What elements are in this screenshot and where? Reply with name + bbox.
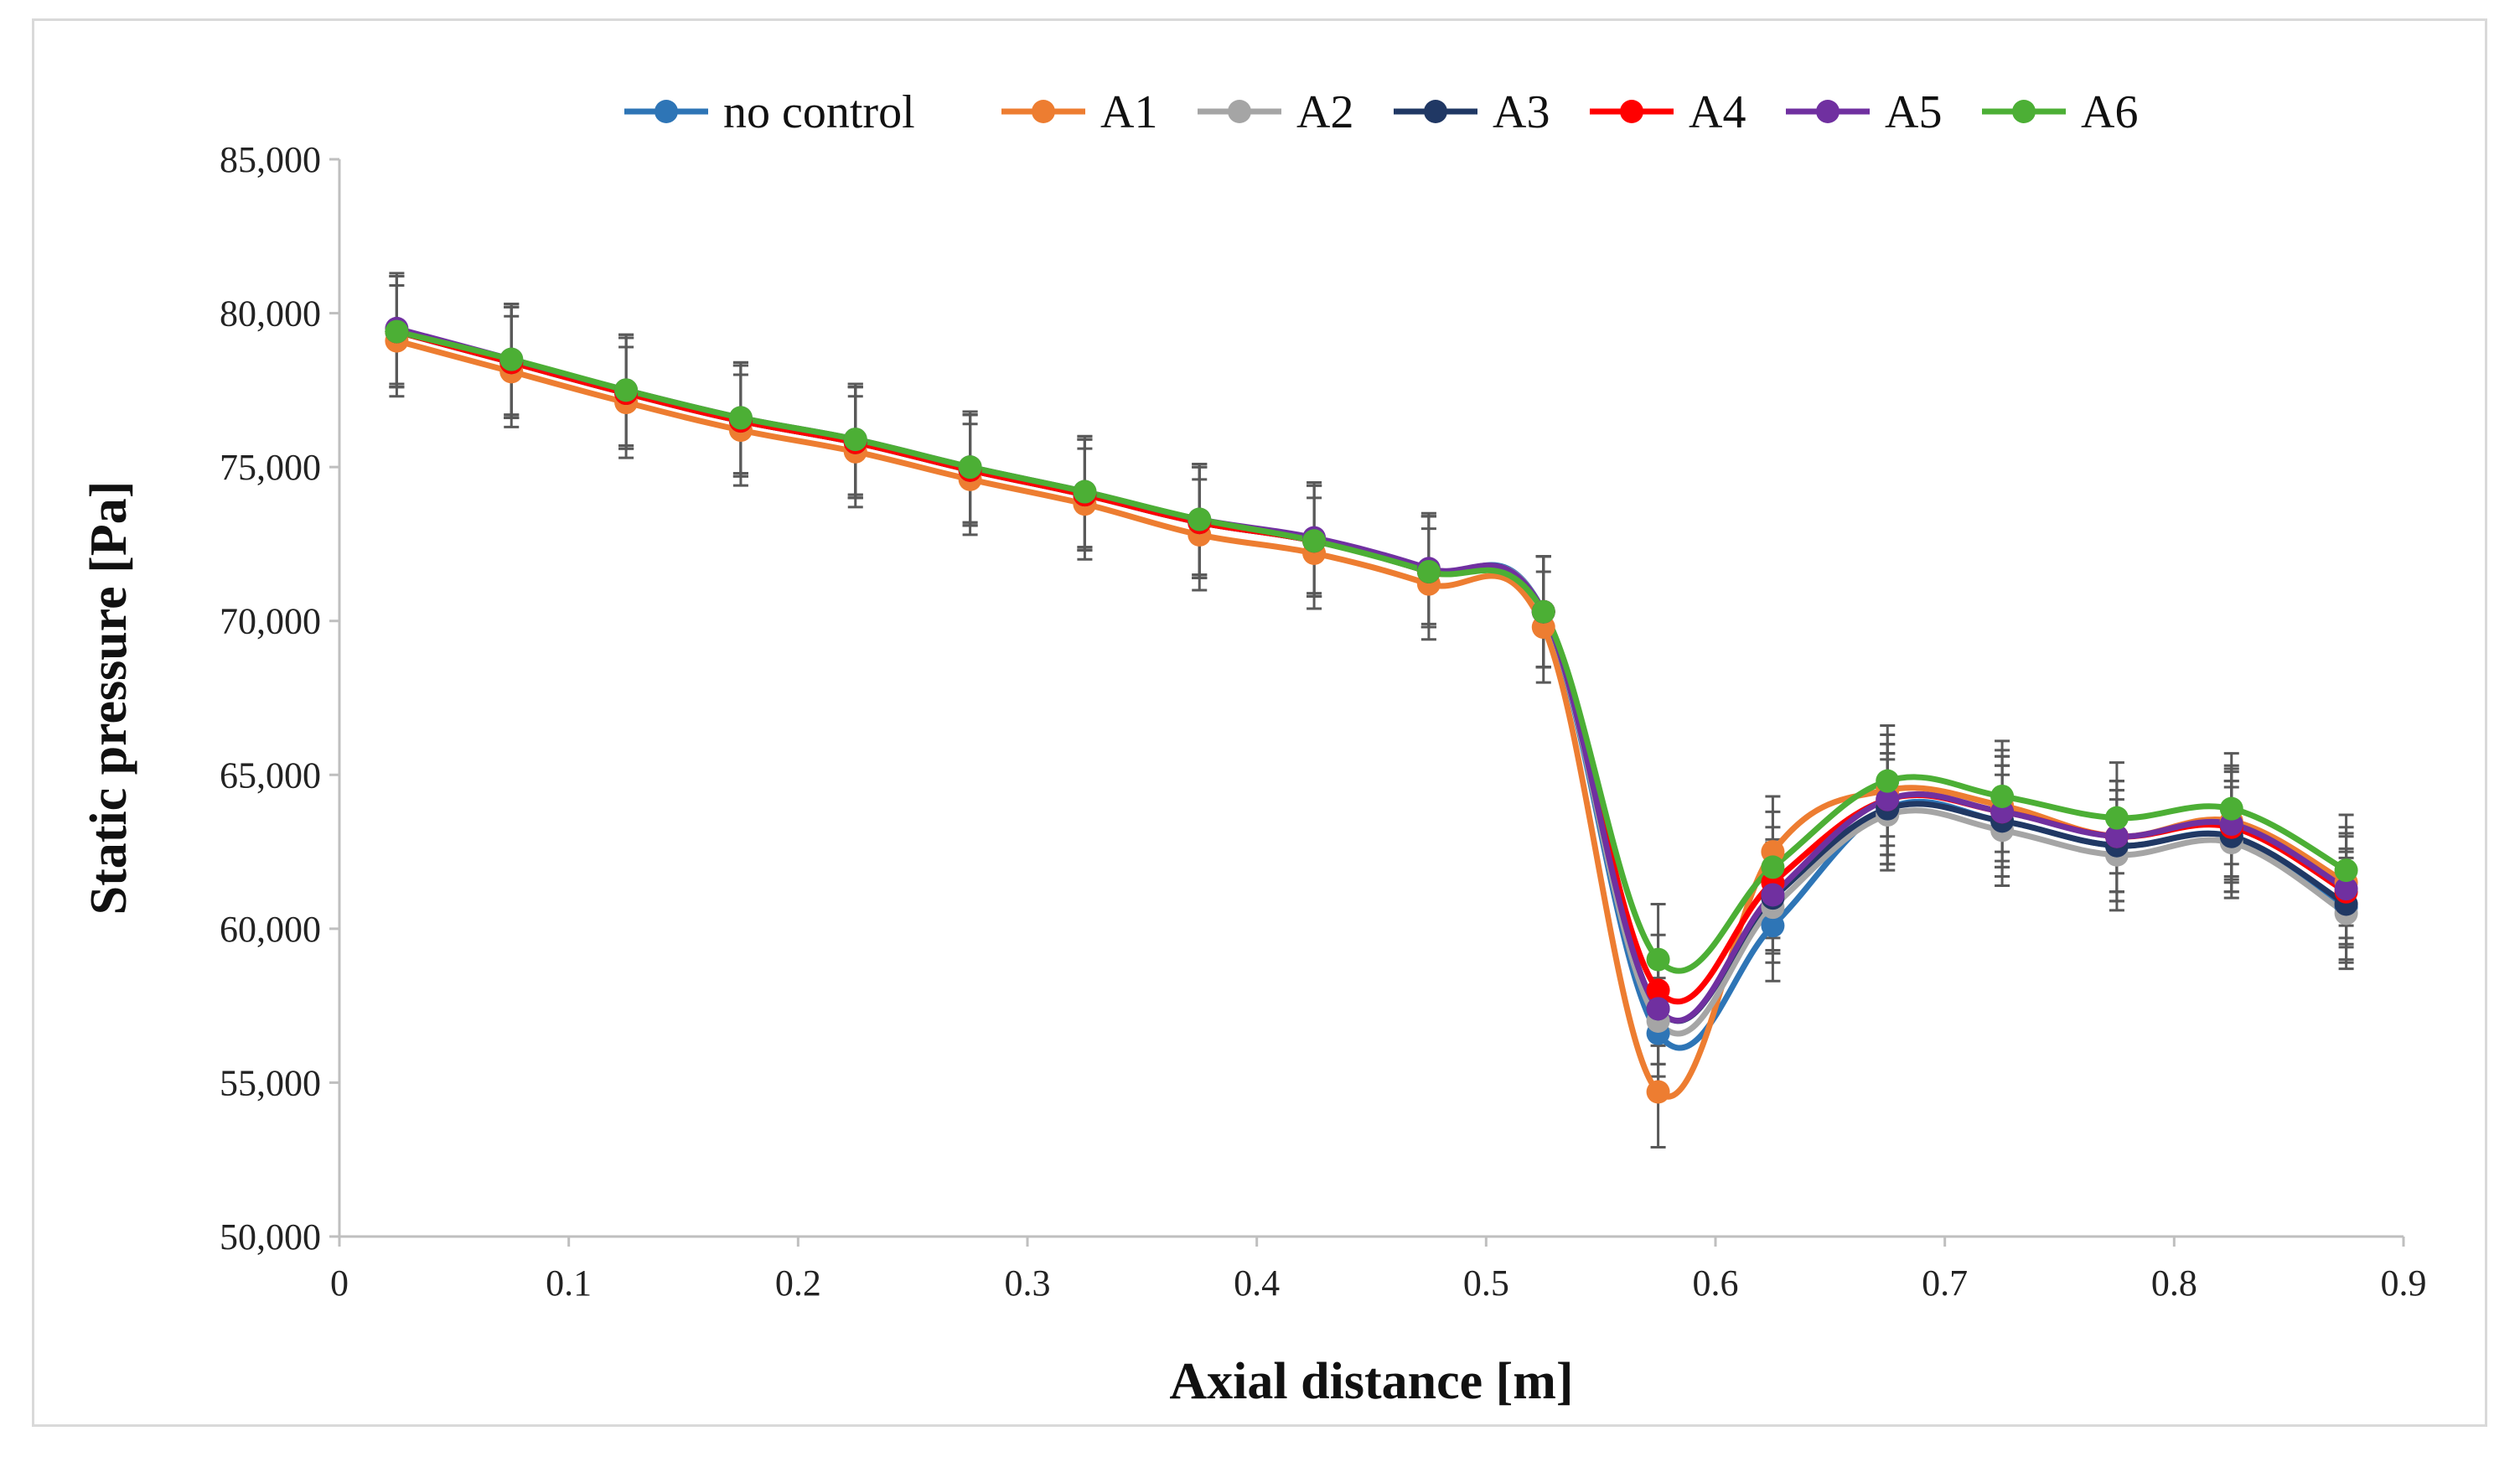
axes [338, 159, 2404, 1238]
data-point [1761, 914, 1785, 938]
data-point [1302, 529, 1327, 553]
legend: no control A1 A2 A3 A4 A5 A6 [624, 86, 2138, 138]
x-axis-title: Axial distance [m] [1169, 1353, 1573, 1410]
legend-item: no control [624, 86, 915, 138]
legend-marker [1424, 100, 1447, 123]
data-point [1073, 480, 1097, 504]
legend-marker [1032, 100, 1055, 123]
x-tick-label: 0 [330, 1263, 349, 1304]
series-line [396, 329, 2348, 1037]
data-point [2104, 806, 2129, 830]
data-point [499, 347, 524, 371]
data-point [2219, 796, 2243, 821]
legend-item: A6 [1982, 86, 2138, 138]
y-tick-label: 55,000 [220, 1062, 321, 1103]
legend-label: no control [723, 86, 915, 138]
x-tick-label: 0.9 [2381, 1263, 2427, 1304]
series-line [396, 338, 2348, 1100]
x-tick-label: 0.3 [1005, 1263, 1051, 1304]
legend-marker [1228, 100, 1251, 123]
data-point [1876, 787, 1900, 811]
legend-item: A1 [1001, 86, 1157, 138]
data-point [385, 319, 409, 344]
legend-marker [2012, 100, 2036, 123]
y-axis-title: Static pressure [Pa] [80, 481, 137, 915]
data-point [1646, 997, 1670, 1021]
legend-item: A4 [1590, 86, 1746, 138]
series-lines [396, 325, 2348, 1100]
legend-label: A6 [2081, 86, 2138, 138]
legend-label: A2 [1296, 86, 1353, 138]
legend-item: A5 [1786, 86, 1942, 138]
legend-label: A4 [1689, 86, 1746, 138]
x-axis-ticks: 0 0.1 0.2 0.3 0.4 0.5 0.6 0.7 0.8 0.9 [330, 1237, 2427, 1304]
series-line [396, 329, 2348, 1051]
data-point [1646, 1080, 1670, 1104]
x-tick-label: 0.5 [1463, 1263, 1509, 1304]
series-line [396, 329, 2348, 1005]
x-tick-label: 0.4 [1234, 1263, 1280, 1304]
x-tick-label: 0.1 [546, 1263, 592, 1304]
x-tick-label: 0.2 [775, 1263, 821, 1304]
x-tick-label: 0.6 [1693, 1263, 1739, 1304]
data-point [1646, 947, 1670, 972]
data-point [2104, 824, 2129, 848]
legend-marker [655, 100, 678, 123]
data-point [1531, 599, 1555, 624]
y-tick-label: 60,000 [220, 909, 321, 950]
series-line [396, 325, 2348, 1024]
legend-label: A3 [1493, 86, 1550, 138]
y-tick-label: 80,000 [220, 293, 321, 334]
y-tick-label: 85,000 [220, 139, 321, 180]
data-point [1416, 559, 1441, 583]
legend-label: A5 [1885, 86, 1942, 138]
y-tick-label: 75,000 [220, 447, 321, 488]
y-tick-label: 70,000 [220, 601, 321, 642]
data-point [843, 428, 867, 452]
legend-marker [1816, 100, 1840, 123]
series-line [396, 329, 2348, 1024]
y-axis-ticks: 50,000 55,000 60,000 65,000 70,000 75,000 80,0… [220, 139, 339, 1257]
data-point [1646, 978, 1670, 1003]
legend-item: A2 [1198, 86, 1353, 138]
data-point [728, 406, 753, 430]
chart-frame [32, 18, 2487, 1427]
series-line [396, 329, 2348, 974]
legend-label: A1 [1100, 86, 1157, 138]
x-tick-label: 0.8 [2151, 1263, 2197, 1304]
data-point [614, 378, 639, 402]
series-markers [385, 316, 2358, 1104]
data-point [2334, 858, 2358, 883]
data-point [1188, 507, 1212, 531]
legend-marker [1620, 100, 1643, 123]
data-point [1761, 883, 1785, 907]
x-tick-label: 0.7 [1922, 1263, 1968, 1304]
y-tick-label: 65,000 [220, 754, 321, 796]
data-point [1876, 769, 1900, 793]
y-tick-label: 50,000 [220, 1216, 321, 1257]
data-point [2334, 877, 2358, 901]
data-point [1990, 784, 2015, 808]
data-point [1761, 855, 1785, 879]
legend-item: A3 [1394, 86, 1550, 138]
data-point [958, 455, 982, 480]
